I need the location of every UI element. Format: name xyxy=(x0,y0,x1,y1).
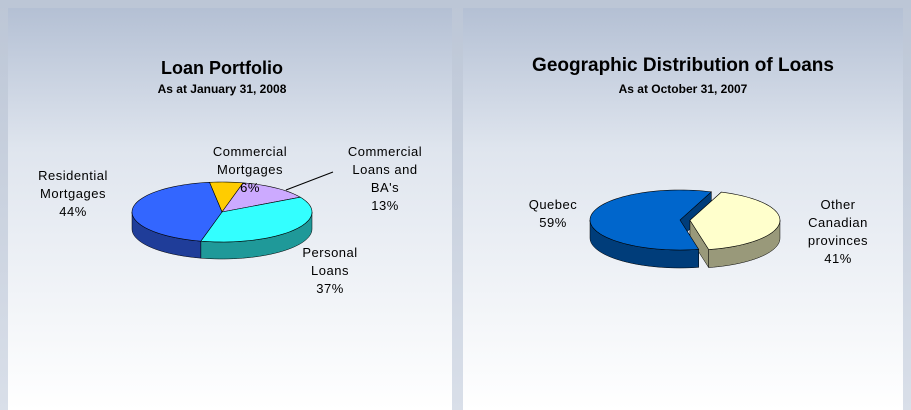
value-label: 37% xyxy=(316,281,344,296)
slice xyxy=(221,182,302,213)
data-label: Residential Mortgages 44% xyxy=(31,167,115,221)
slice xyxy=(131,181,223,242)
slice xyxy=(589,189,713,251)
chart-title: Loan Portfolio xyxy=(161,58,283,78)
value-label: 41% xyxy=(824,251,852,266)
data-label: Commercial Loans and BA's 13% xyxy=(347,143,423,215)
category-label: Commercial Mortgages xyxy=(212,144,288,177)
slice xyxy=(200,196,313,243)
value-label: 44% xyxy=(59,204,87,219)
value-label: 6% xyxy=(240,180,260,195)
data-label: Quebec 59% xyxy=(518,196,588,232)
category-label: Quebec xyxy=(528,197,578,212)
category-label: Residential Mortgages xyxy=(38,168,108,201)
chart-subtitle: As at January 31, 2008 xyxy=(157,82,287,96)
category-label: Personal Loans xyxy=(302,245,358,278)
chart-title: Geographic Distribution of Loans xyxy=(532,55,834,76)
slice xyxy=(209,181,244,213)
value-label: 13% xyxy=(371,198,399,213)
category-label: Other Canadian provinces xyxy=(807,197,869,248)
category-label: Commercial Loans and BA's xyxy=(347,144,423,195)
data-label: Other Canadian provinces 41% xyxy=(799,196,877,268)
chart-subtitle: As at October 31, 2007 xyxy=(618,82,748,96)
data-label: Personal Loans 37% xyxy=(297,244,363,298)
data-label: Commercial Mortgages 6% xyxy=(208,143,293,197)
value-label: 59% xyxy=(539,215,567,230)
slice xyxy=(689,191,781,250)
leader-line xyxy=(285,171,334,191)
